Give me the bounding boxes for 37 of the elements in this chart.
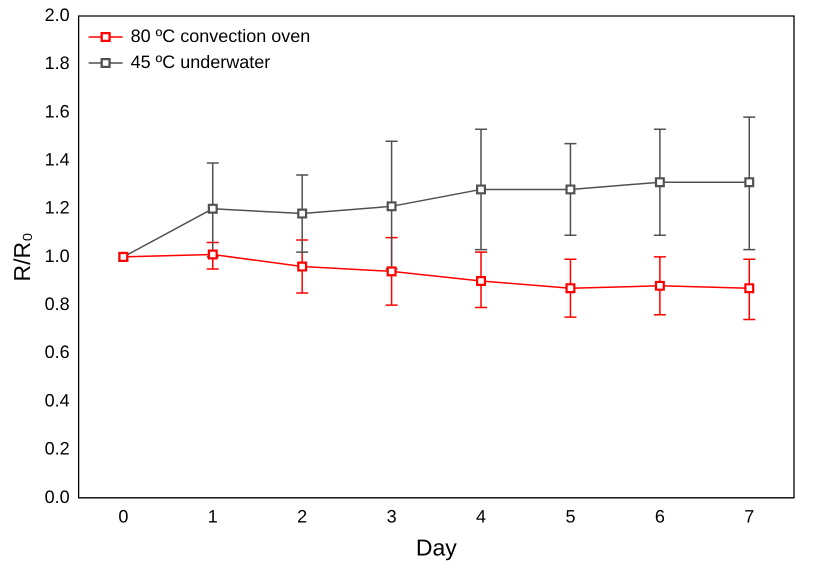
x-tick-label: 7 [744,506,754,527]
point [386,201,397,212]
x-axis-title: Day [416,534,458,561]
point [654,280,665,291]
point [654,177,665,188]
point [297,208,308,219]
point [744,177,754,188]
y-tick-label: 2.0 [44,4,70,25]
x-tick-label: 4 [476,506,486,527]
y-tick-label: 1.4 [44,150,70,170]
x-tick-label: 1 [208,506,218,527]
y-axis-title: R/R₀ [9,232,36,282]
y-tick-label: 0.8 [44,294,70,314]
x-tick-label: 0 [118,506,128,527]
point [565,184,576,194]
point [476,184,486,194]
point [476,276,486,286]
point [565,283,576,294]
legend-label: 45 ºC underwater [130,52,270,72]
y-tick-label: 0.2 [44,438,70,459]
legend-label: 80 ºC convection oven [130,26,310,46]
y-tick-label: 1.6 [44,101,70,122]
point [208,204,218,214]
point [744,283,754,294]
x-tick-label: 6 [654,506,665,527]
y-tick-label: 1.8 [44,53,70,74]
y-tick-label: 0.6 [44,342,70,362]
point [297,262,308,272]
x-tick-label: 3 [386,506,397,527]
y-tick-label: 0.0 [44,486,70,507]
y-tick-label: 0.4 [44,390,70,410]
y-tick-label: 1.0 [44,246,70,266]
point [208,250,218,260]
point [386,266,397,276]
y-tick-label: 1.2 [44,198,70,218]
x-tick-label: 5 [565,506,576,527]
x-tick-label: 2 [297,506,308,527]
